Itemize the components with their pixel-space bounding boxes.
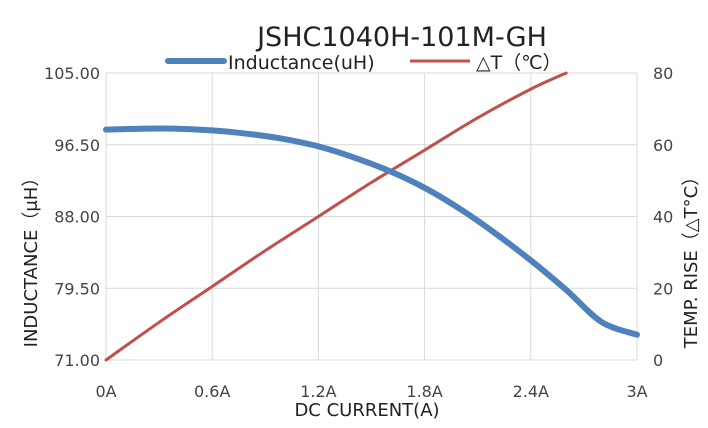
y-left-tick-label: 88.00 xyxy=(54,208,100,227)
y-left-tick-label: 96.50 xyxy=(54,136,100,155)
y-right-tick-label: 20 xyxy=(653,279,673,298)
chart-title: JSHC1040H-101M-GH xyxy=(255,22,547,53)
x-tick-label: 1.8A xyxy=(406,382,442,401)
y-axis-left-label: INDUCTANCE（μH） xyxy=(21,169,42,348)
x-tick-label: 1.2A xyxy=(300,382,336,401)
x-tick-label: 2.4A xyxy=(513,382,549,401)
x-tick-label: 0A xyxy=(95,382,116,401)
y-right-tick-label: 0 xyxy=(653,351,663,370)
y-left-tick-label: 105.00 xyxy=(44,64,100,83)
x-tick-label: 3A xyxy=(626,382,647,401)
y-left-tick-label: 79.50 xyxy=(54,279,100,298)
y-right-tick-label: 60 xyxy=(653,136,673,155)
y-right-tick-label: 40 xyxy=(653,208,673,227)
y-axis-right-label: TEMP. RISE（△T°C） xyxy=(681,168,702,349)
legend-label-temp-rise: △T（℃） xyxy=(476,52,562,74)
y-left-tick-label: 71.00 xyxy=(54,351,100,370)
x-axis-label: DC CURRENT(A) xyxy=(294,400,439,421)
legend: Inductance(uH) △T（℃） xyxy=(168,52,562,74)
x-tick-label: 0.6A xyxy=(194,382,230,401)
legend-label-inductance: Inductance(uH) xyxy=(228,52,375,74)
y-right-tick-label: 80 xyxy=(653,64,673,83)
